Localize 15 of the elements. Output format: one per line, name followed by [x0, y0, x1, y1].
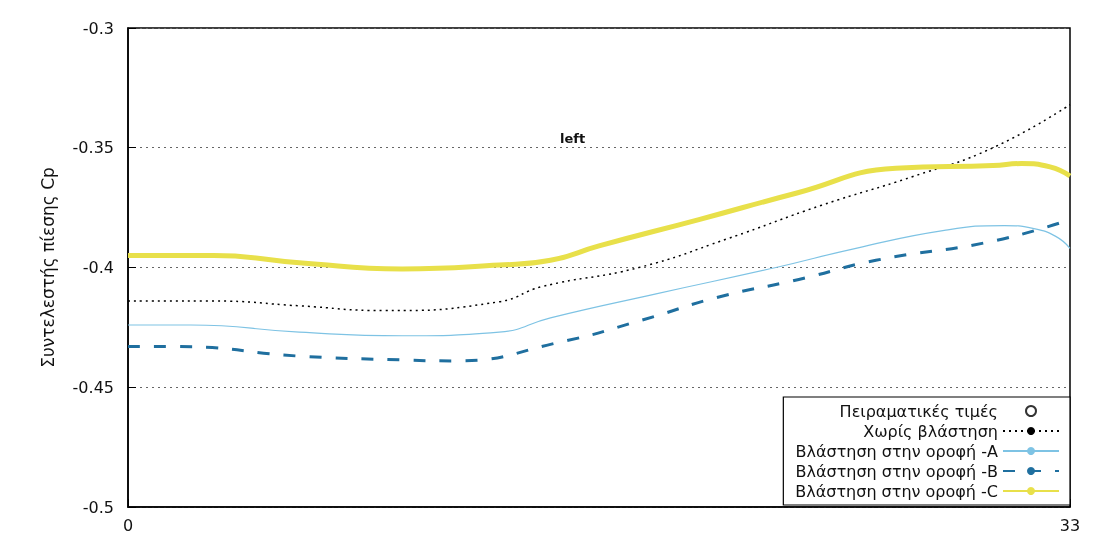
x-tick-label: 33	[1059, 515, 1081, 535]
legend-label: Βλάστηση στην οροφή -C	[795, 481, 998, 501]
y-tick-label: -0.4	[82, 258, 114, 277]
legend-label: Πειραματικές τιμές	[839, 401, 998, 421]
legend-label: Χωρίς βλάστηση	[863, 421, 998, 441]
y-tick-label: -0.5	[82, 497, 114, 517]
legend-label: Βλάστηση στην οροφή -B	[795, 461, 998, 481]
legend-label: Βλάστηση στην οροφή -A	[795, 441, 999, 461]
annotation: left	[560, 131, 586, 146]
y-tick-label: -0.3	[82, 18, 114, 38]
y-axis-title: Συντελεστής πίεσης Cp	[37, 167, 58, 368]
x-tick-label: 0	[122, 515, 134, 535]
line-series	[127, 224, 1071, 337]
y-tick-label: -0.45	[72, 377, 114, 397]
y-tick-label: -0.35	[72, 138, 114, 158]
